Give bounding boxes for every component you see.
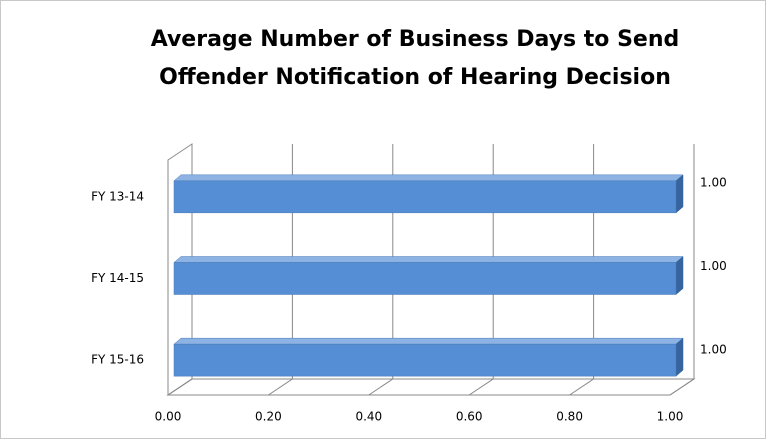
x-tick-label: 0.40 <box>355 410 382 424</box>
bar-end <box>675 255 684 296</box>
chart-title: Offender Notification of Hearing Decisio… <box>159 65 671 90</box>
y-tick-label: FY 15-16 <box>91 353 144 367</box>
data-label: 1.00 <box>700 259 727 273</box>
y-tick-label: FY 13-14 <box>91 189 144 203</box>
tick-mark <box>368 378 394 396</box>
tick-mark <box>569 378 594 396</box>
tick-mark <box>268 378 293 396</box>
bar <box>173 262 677 295</box>
tick-mark <box>167 378 193 396</box>
bar-end <box>675 174 684 214</box>
bar-end <box>675 337 684 377</box>
tick-mark <box>468 378 494 396</box>
x-tick-label: 0.60 <box>456 410 483 424</box>
bar-top <box>173 337 684 345</box>
tick-mark <box>669 378 695 396</box>
bar-top <box>173 256 684 263</box>
chart-title: Average Number of Business Days to Send <box>151 27 680 52</box>
bar <box>173 180 677 214</box>
bar <box>173 343 677 377</box>
bar-top <box>173 174 684 182</box>
x-tick-label: 0.20 <box>255 410 282 424</box>
y-tick-label: FY 14-15 <box>91 271 144 285</box>
x-tick-label: 1.00 <box>657 410 684 424</box>
x-tick-label: 0.80 <box>556 410 583 424</box>
data-label: 1.00 <box>700 175 727 189</box>
data-label: 1.00 <box>700 343 727 357</box>
x-tick-label: 0.00 <box>155 410 182 424</box>
